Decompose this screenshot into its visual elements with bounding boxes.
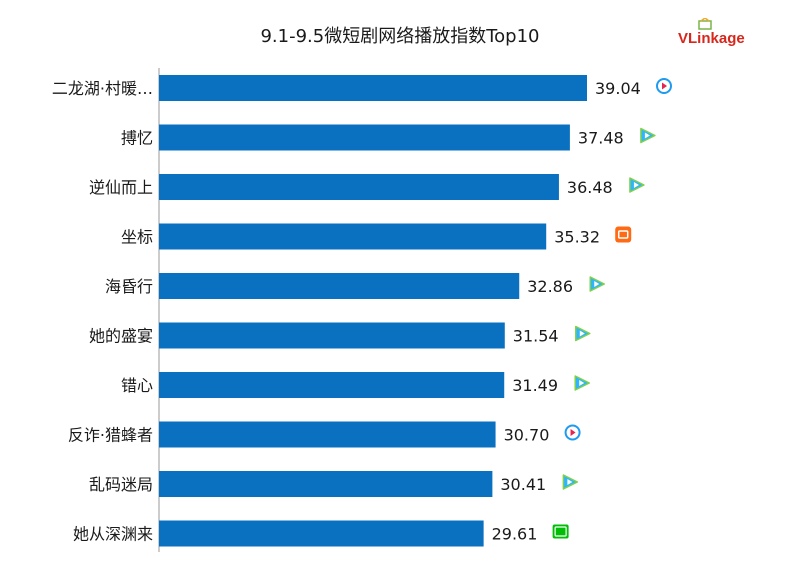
data-label: 31.54 — [513, 327, 559, 346]
tencent-video-icon — [574, 375, 590, 391]
youku-icon — [656, 78, 672, 94]
data-label: 30.70 — [504, 426, 550, 445]
bar — [159, 471, 493, 497]
youku-play — [662, 82, 667, 90]
iqiyi-icon — [552, 524, 569, 539]
bar — [159, 174, 559, 200]
chart-title: 9.1-9.5微短剧网络播放指数Top10 — [260, 26, 540, 47]
logo-mark-icon — [698, 18, 712, 30]
category-label: 二龙湖·村暖… — [52, 79, 153, 98]
bar — [159, 75, 587, 101]
mango-tv-icon — [615, 226, 632, 243]
data-label: 32.86 — [527, 277, 573, 296]
data-label: 29.61 — [492, 525, 538, 544]
bar — [159, 322, 505, 349]
bar — [159, 223, 547, 250]
tencent-video-icon — [575, 325, 591, 342]
tencent-video-icon — [589, 276, 605, 292]
data-label: 37.48 — [578, 129, 624, 148]
youku-play — [570, 429, 576, 436]
bar — [159, 372, 505, 398]
category-label: 她从深渊来 — [73, 525, 153, 544]
mango-bg — [615, 226, 632, 243]
tencent-video-icon — [640, 127, 656, 144]
category-label: 海昏行 — [105, 277, 153, 296]
bar — [159, 421, 496, 448]
category-label: 逆仙而上 — [89, 178, 153, 197]
data-label: 31.49 — [512, 376, 558, 395]
tencent-play-inner — [579, 330, 585, 337]
tencent-play-inner — [594, 281, 600, 287]
category-label: 搏忆 — [121, 129, 153, 148]
tencent-play-inner — [633, 182, 639, 188]
youku-icon — [564, 424, 581, 441]
tencent-video-icon — [629, 177, 645, 193]
bar — [159, 520, 484, 547]
tencent-play-inner — [579, 380, 585, 386]
tencent-play-inner — [567, 479, 573, 485]
data-label: 36.48 — [567, 178, 613, 197]
category-label: 乱码迷局 — [89, 475, 153, 494]
tencent-video-icon — [562, 474, 579, 490]
tencent-play-inner — [644, 132, 650, 139]
iqiyi-frame — [554, 526, 567, 537]
category-label: 反诈·猎蜂者 — [68, 426, 153, 445]
category-label: 她的盛宴 — [89, 327, 153, 346]
category-label: 坐标 — [121, 228, 153, 247]
bar — [159, 273, 520, 299]
mango-tv — [617, 230, 629, 239]
category-label: 错心 — [121, 376, 153, 395]
vlinkage-logo: VLinkage — [678, 18, 768, 52]
data-label: 30.41 — [500, 475, 546, 494]
data-label: 35.32 — [554, 228, 600, 247]
iqiyi-bg — [552, 524, 569, 539]
bar — [159, 124, 570, 151]
data-label: 39.04 — [595, 79, 641, 98]
logo-text: VLinkage — [678, 30, 745, 47]
